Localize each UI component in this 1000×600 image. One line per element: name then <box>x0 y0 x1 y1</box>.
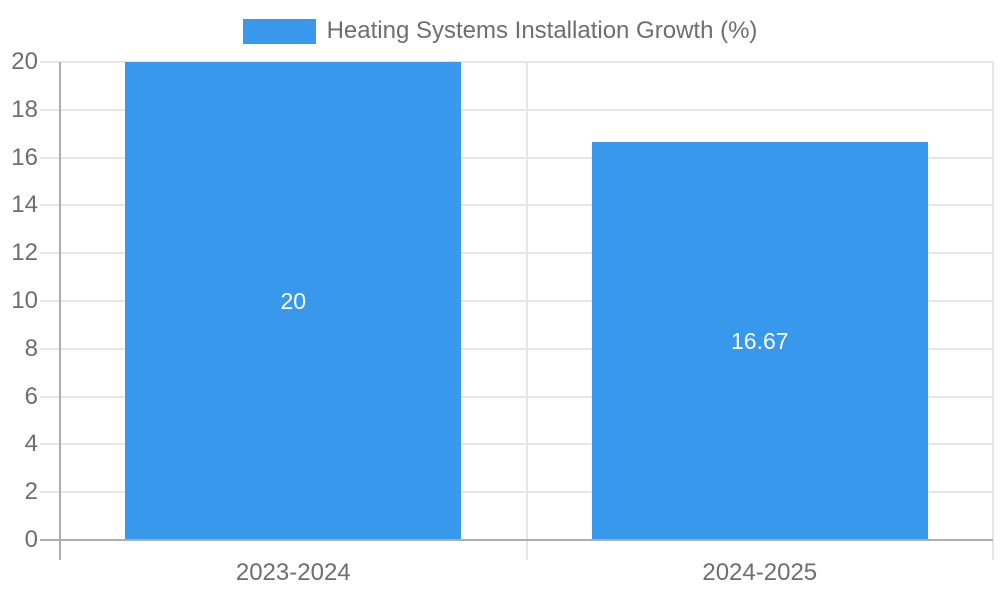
y-tick-label: 18 <box>11 95 38 123</box>
y-gridline <box>40 395 993 398</box>
y-gridline <box>40 252 993 255</box>
y-tick-label: 14 <box>11 191 38 219</box>
bar[interactable] <box>125 62 462 540</box>
x-tick-label: 2024-2025 <box>702 559 818 586</box>
y-tick-label: 0 <box>24 526 38 553</box>
y-tick-label: 20 <box>11 48 38 75</box>
y-gridline <box>40 204 993 207</box>
y-gridline <box>40 156 993 159</box>
bar-value-label: 20 <box>280 288 307 314</box>
y-tick-label: 8 <box>24 334 38 362</box>
y-tick-label: 6 <box>24 382 38 410</box>
x-gridline <box>525 62 528 560</box>
x-tick-label: 2023-2024 <box>235 559 351 586</box>
x-axis-line <box>40 539 993 541</box>
legend-swatch <box>242 18 316 44</box>
y-tick-label: 10 <box>11 287 38 314</box>
y-gridline <box>40 491 993 494</box>
y-gridline <box>40 300 993 302</box>
legend-label: Heating Systems Installation Growth (%) <box>326 17 758 44</box>
chart-legend[interactable]: Heating Systems Installation Growth (%) <box>0 17 1000 45</box>
bar-value-label: 16.67 <box>730 327 789 354</box>
y-tick-label: 16 <box>11 143 38 171</box>
y-tick-label: 12 <box>11 239 38 267</box>
x-gridline <box>992 62 994 560</box>
y-tick-label: 2 <box>24 478 38 506</box>
y-gridline <box>40 108 993 111</box>
y-gridline <box>40 347 993 350</box>
y-gridline <box>40 61 993 63</box>
bar[interactable] <box>591 141 928 540</box>
y-gridline <box>40 443 993 446</box>
y-axis-line <box>59 62 61 560</box>
y-tick-label: 4 <box>24 430 38 458</box>
